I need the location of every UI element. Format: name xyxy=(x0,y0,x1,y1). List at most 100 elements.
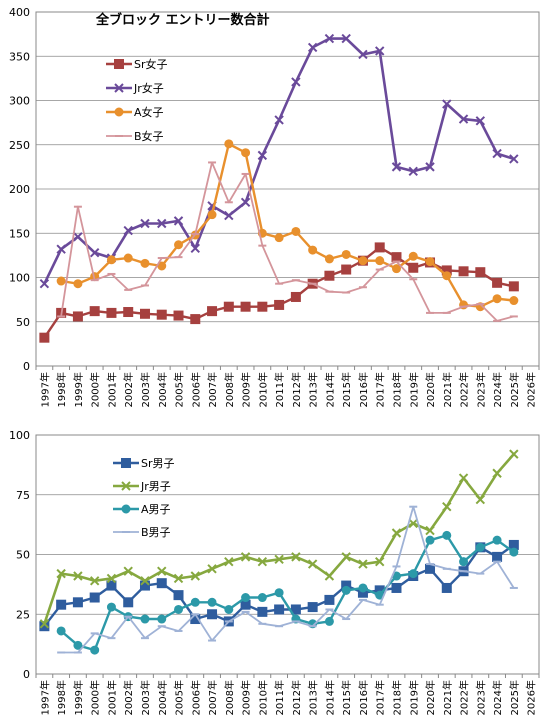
x-tick-label: 1998年 xyxy=(55,680,68,715)
data-point xyxy=(257,593,267,603)
legend-label: B女子 xyxy=(134,129,164,143)
data-point xyxy=(89,306,100,317)
y-tick-label: 75 xyxy=(16,489,30,502)
x-tick-label: 2012年 xyxy=(290,680,303,715)
x-tick-label: 2000年 xyxy=(89,372,102,407)
data-point xyxy=(307,559,318,569)
y-tick-label: 200 xyxy=(9,183,30,196)
x-tick-label: 2019年 xyxy=(407,372,420,407)
data-point xyxy=(241,148,251,158)
data-point xyxy=(307,602,318,613)
data-point xyxy=(509,449,519,459)
data-point xyxy=(274,588,284,598)
x-tick-label: 2005年 xyxy=(173,680,186,715)
legend-label: A男子 xyxy=(141,503,171,516)
x-tick-label: 2001年 xyxy=(105,372,118,407)
legend-label: Jr女子 xyxy=(133,81,164,95)
legend-label: Sr男子 xyxy=(141,457,175,470)
data-point xyxy=(89,576,100,586)
data-point xyxy=(140,218,150,229)
data-point xyxy=(341,249,351,259)
data-point xyxy=(290,604,301,615)
x-tick-label: 2018年 xyxy=(390,680,403,715)
data-point xyxy=(39,278,50,289)
data-point xyxy=(458,114,469,124)
data-point xyxy=(39,619,50,629)
x-tick-label: 2011年 xyxy=(273,372,286,407)
data-point xyxy=(441,582,452,593)
y-tick-label: 0 xyxy=(23,360,30,373)
data-point xyxy=(492,468,502,478)
data-point xyxy=(173,216,184,226)
legend-label: Jr男子 xyxy=(140,480,171,493)
x-tick-label: 2007年 xyxy=(206,680,219,715)
x-tick-label: 2020年 xyxy=(424,372,437,407)
legend-label: Sr女子 xyxy=(134,57,168,71)
data-point xyxy=(72,597,83,608)
x-tick-label: 2004年 xyxy=(156,372,169,407)
x-tick-label: 1999年 xyxy=(72,372,85,407)
data-point xyxy=(123,307,134,318)
legend-marker xyxy=(114,59,124,69)
series-A女子 xyxy=(56,139,519,312)
y-tick-label: 250 xyxy=(9,139,30,152)
data-point xyxy=(290,291,301,302)
data-point xyxy=(190,314,201,325)
data-point xyxy=(257,556,268,567)
y-tick-label: 300 xyxy=(9,95,30,108)
data-point xyxy=(73,279,83,289)
data-point xyxy=(173,310,184,321)
data-point xyxy=(207,306,218,317)
data-point xyxy=(190,597,200,607)
data-point xyxy=(174,240,184,250)
x-tick-label: 2018年 xyxy=(390,372,403,407)
data-point xyxy=(224,604,234,614)
series-line xyxy=(43,37,515,285)
data-point xyxy=(106,307,117,318)
x-tick-label: 2007年 xyxy=(206,372,219,407)
data-point xyxy=(224,556,234,567)
x-tick-label: 2025年 xyxy=(508,680,521,715)
data-point xyxy=(207,564,217,574)
data-point xyxy=(224,210,234,221)
data-point xyxy=(224,139,234,149)
data-point xyxy=(106,573,117,584)
series-Jr男子 xyxy=(39,449,519,629)
data-point xyxy=(241,593,251,603)
data-point xyxy=(291,77,301,87)
data-point xyxy=(56,626,66,636)
data-point xyxy=(391,264,401,274)
series-line xyxy=(60,161,515,322)
x-tick-label: 2001年 xyxy=(105,680,118,715)
x-tick-label: 2008年 xyxy=(223,680,236,715)
x-tick-label: 2020年 xyxy=(424,680,437,715)
data-point xyxy=(274,604,285,615)
y-tick-label: 25 xyxy=(16,608,30,621)
data-point xyxy=(358,49,368,60)
series-Sr男子 xyxy=(39,539,519,632)
x-tick-label: 2012年 xyxy=(290,372,303,407)
data-point xyxy=(375,256,385,266)
data-point xyxy=(508,281,519,292)
data-point xyxy=(240,301,251,312)
data-point xyxy=(72,311,83,322)
data-point xyxy=(123,253,133,263)
x-tick-label: 2017年 xyxy=(374,680,387,715)
data-point xyxy=(240,197,251,207)
data-point xyxy=(257,150,268,161)
data-point xyxy=(425,162,435,172)
x-tick-label: 2004年 xyxy=(156,680,169,715)
x-tick-label: 2024年 xyxy=(491,680,504,715)
data-point xyxy=(492,277,503,288)
x-tick-label: 2026年 xyxy=(525,372,538,407)
data-point xyxy=(324,571,335,581)
legend-marker xyxy=(121,504,131,514)
data-point xyxy=(324,254,334,264)
data-point xyxy=(391,528,402,538)
x-tick-label: 2026年 xyxy=(525,680,538,715)
data-point xyxy=(89,248,100,258)
data-point xyxy=(156,578,167,589)
data-point xyxy=(274,233,284,243)
y-tick-label: 50 xyxy=(16,316,30,329)
